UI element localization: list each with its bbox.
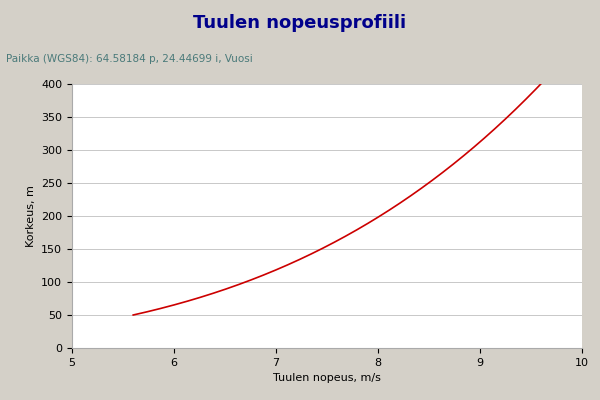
Text: Paikka (WGS84): 64.58184 p, 24.44699 i, Vuosi: Paikka (WGS84): 64.58184 p, 24.44699 i, … bbox=[6, 54, 253, 64]
Y-axis label: Korkeus, m: Korkeus, m bbox=[26, 185, 35, 247]
Text: Tuulen nopeusprofiili: Tuulen nopeusprofiili bbox=[193, 14, 407, 32]
X-axis label: Tuulen nopeus, m/s: Tuulen nopeus, m/s bbox=[273, 373, 381, 383]
